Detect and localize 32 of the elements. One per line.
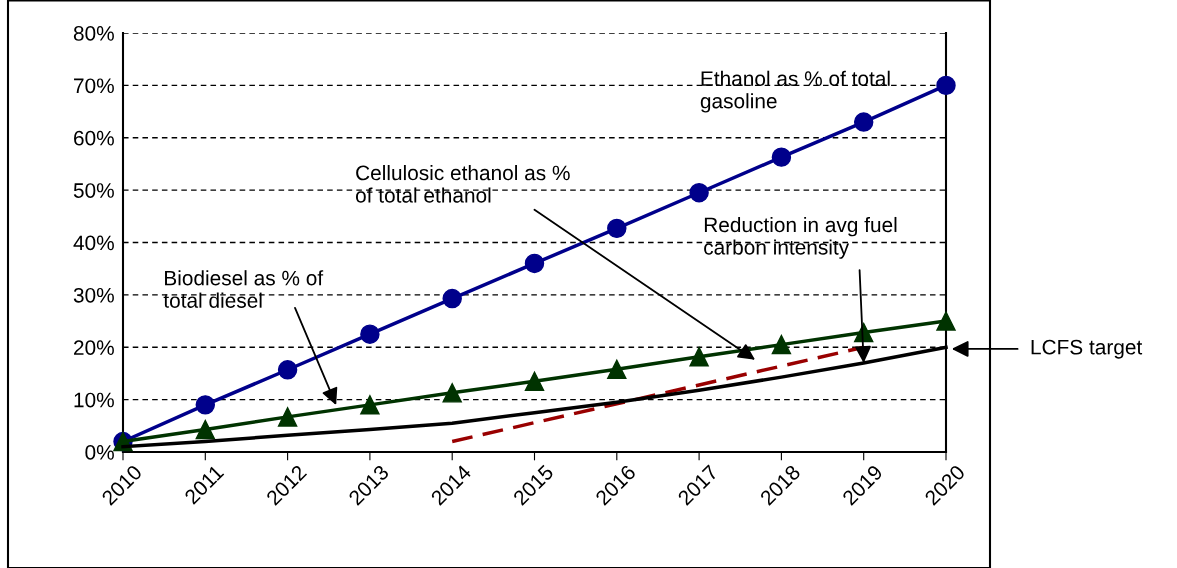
point	[442, 383, 462, 403]
point	[771, 147, 792, 167]
point	[195, 419, 216, 440]
point	[607, 218, 627, 239]
point	[936, 311, 956, 331]
point	[277, 360, 298, 380]
point	[360, 324, 380, 344]
point	[360, 395, 380, 415]
y-tick-label: 10%	[74, 392, 114, 408]
point	[524, 253, 545, 274]
y-tick-label: 30%	[73, 287, 114, 303]
y-tick-label: 20%	[74, 340, 114, 355]
point	[524, 371, 545, 392]
text: LCFS target	[1031, 339, 1143, 359]
y-tick-label: 80%	[73, 26, 114, 41]
point	[689, 183, 709, 203]
point	[607, 359, 627, 379]
point	[771, 334, 792, 355]
y-tick-label: 60%	[74, 130, 114, 146]
y-tick-label: 40%	[73, 235, 114, 251]
point	[195, 395, 216, 415]
point	[689, 346, 709, 367]
annotation: Cellulosic ethanol as % of total ethanol	[355, 164, 570, 203]
point	[277, 407, 298, 427]
point	[442, 288, 462, 309]
annotation: Biodiesel as % of total diesel	[163, 270, 324, 308]
y-tick-label: 0%	[85, 445, 114, 460]
point	[936, 75, 956, 96]
point	[853, 112, 874, 132]
y-tick-label: 70%	[74, 78, 114, 94]
annotation: Reduction in avg fuel carbon intensity	[704, 216, 897, 259]
y-tick-label: 50%	[73, 183, 114, 198]
